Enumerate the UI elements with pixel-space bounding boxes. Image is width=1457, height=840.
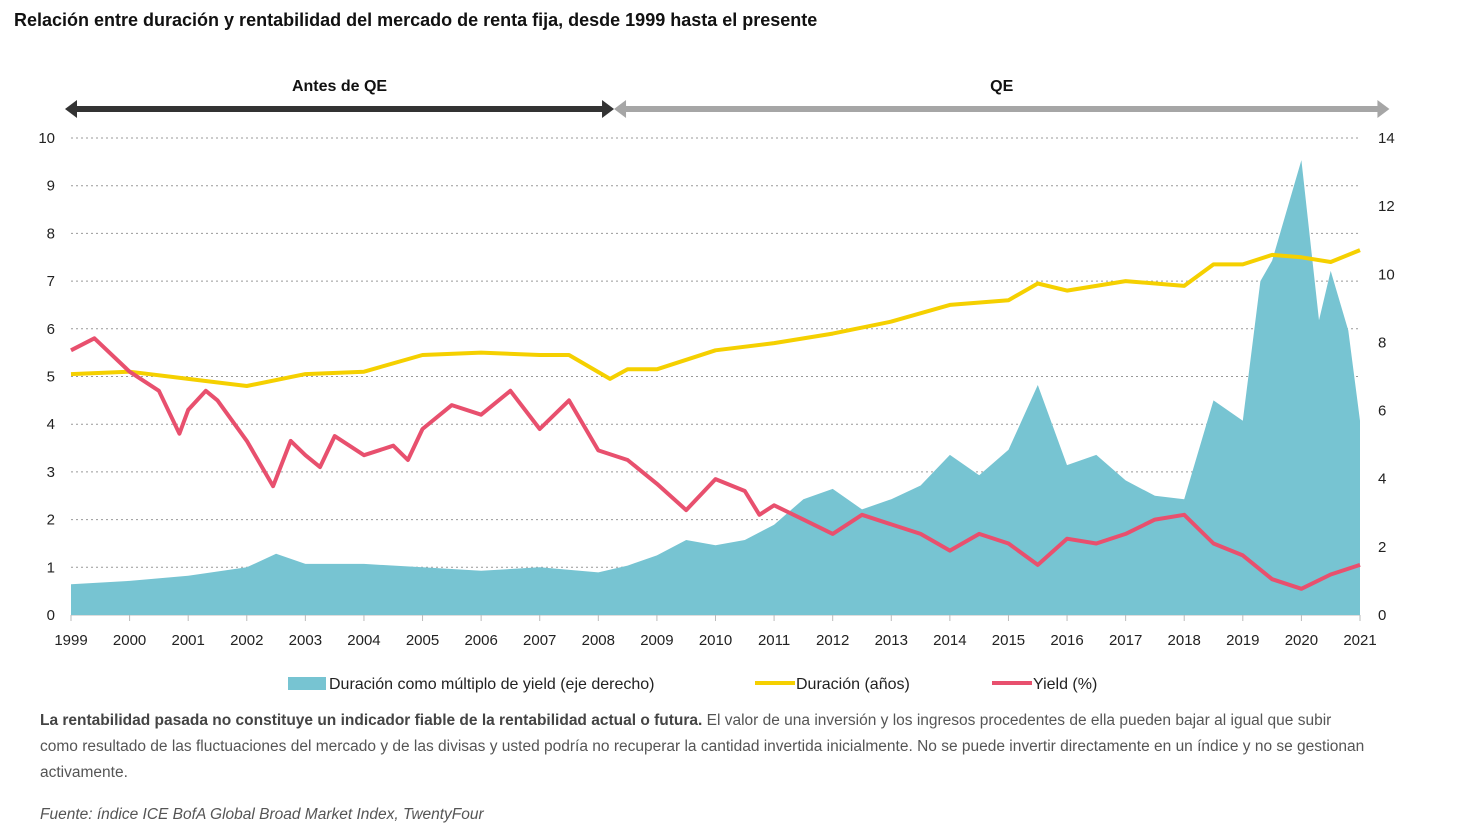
x-tick: 1999 <box>54 632 87 649</box>
x-tick: 2008 <box>582 632 615 649</box>
x-tick: 2018 <box>1168 632 1201 649</box>
x-tick: 2021 <box>1343 632 1376 649</box>
chart-title: Relación entre duración y rentabilidad d… <box>14 10 818 30</box>
y-tick-left: 5 <box>47 369 55 386</box>
x-tick: 2002 <box>230 632 263 649</box>
disclaimer-bold: La rentabilidad pasada no constituye un … <box>40 712 703 729</box>
x-tick: 2011 <box>758 632 790 649</box>
phase-label: Antes de QE <box>292 78 387 95</box>
x-tick: 2014 <box>933 632 966 649</box>
arrow-right-icon <box>1377 100 1390 118</box>
arrow-right-icon <box>602 100 615 118</box>
y-tick-right: 12 <box>1378 198 1395 215</box>
y-tick-left: 7 <box>47 273 55 290</box>
y-tick-left: 0 <box>47 607 55 624</box>
y-tick-left: 8 <box>47 225 55 242</box>
source-note: Fuente: índice ICE BofA Global Broad Mar… <box>40 806 484 823</box>
y-tick-right: 2 <box>1378 539 1386 556</box>
legend-label: Duración (años) <box>796 676 910 693</box>
x-tick: 2020 <box>1285 632 1318 649</box>
y-tick-right: 10 <box>1378 266 1395 283</box>
x-tick: 2019 <box>1226 632 1259 649</box>
arrow-left-icon <box>614 100 627 118</box>
y-tick-left: 2 <box>47 512 55 529</box>
disclaimer: La rentabilidad pasada no constituye un … <box>40 708 1370 786</box>
y-tick-right: 8 <box>1378 334 1386 351</box>
x-tick: 2005 <box>406 632 439 649</box>
y-tick-right: 0 <box>1378 607 1386 624</box>
disclaimer-text: El valor de una inversión y los ingresos… <box>40 712 1365 781</box>
arrow-left-icon <box>65 100 77 118</box>
x-tick: 2006 <box>464 632 497 649</box>
x-tick: 2001 <box>171 632 204 649</box>
x-tick: 2009 <box>640 632 673 649</box>
series-area-multiple <box>71 160 1360 615</box>
series-line-yield <box>70 336 1361 591</box>
y-tick-right: 6 <box>1378 403 1386 420</box>
y-tick-right: 4 <box>1378 471 1386 488</box>
x-tick: 2012 <box>816 632 849 649</box>
x-tick: 2015 <box>992 632 1025 649</box>
legend-label: Duración como múltiplo de yield (eje der… <box>329 676 655 693</box>
y-tick-right: 14 <box>1378 130 1395 147</box>
phase-label: QE <box>990 78 1013 95</box>
x-tick: 2016 <box>1050 632 1083 649</box>
x-tick: 2017 <box>1109 632 1142 649</box>
series-line-duration <box>70 248 1361 388</box>
x-tick: 2013 <box>875 632 908 649</box>
y-tick-left: 1 <box>47 559 55 576</box>
x-tick: 2010 <box>699 632 732 649</box>
x-tick: 2004 <box>347 632 380 649</box>
legend-label: Yield (%) <box>1033 676 1097 693</box>
x-tick: 2007 <box>523 632 556 649</box>
y-tick-left: 10 <box>38 130 55 147</box>
y-tick-left: 3 <box>47 464 55 481</box>
legend-swatch-area <box>288 677 326 690</box>
y-tick-left: 9 <box>47 178 55 195</box>
x-tick: 2003 <box>289 632 322 649</box>
y-tick-left: 4 <box>47 416 55 433</box>
y-tick-left: 6 <box>47 321 55 338</box>
x-tick: 2000 <box>113 632 146 649</box>
